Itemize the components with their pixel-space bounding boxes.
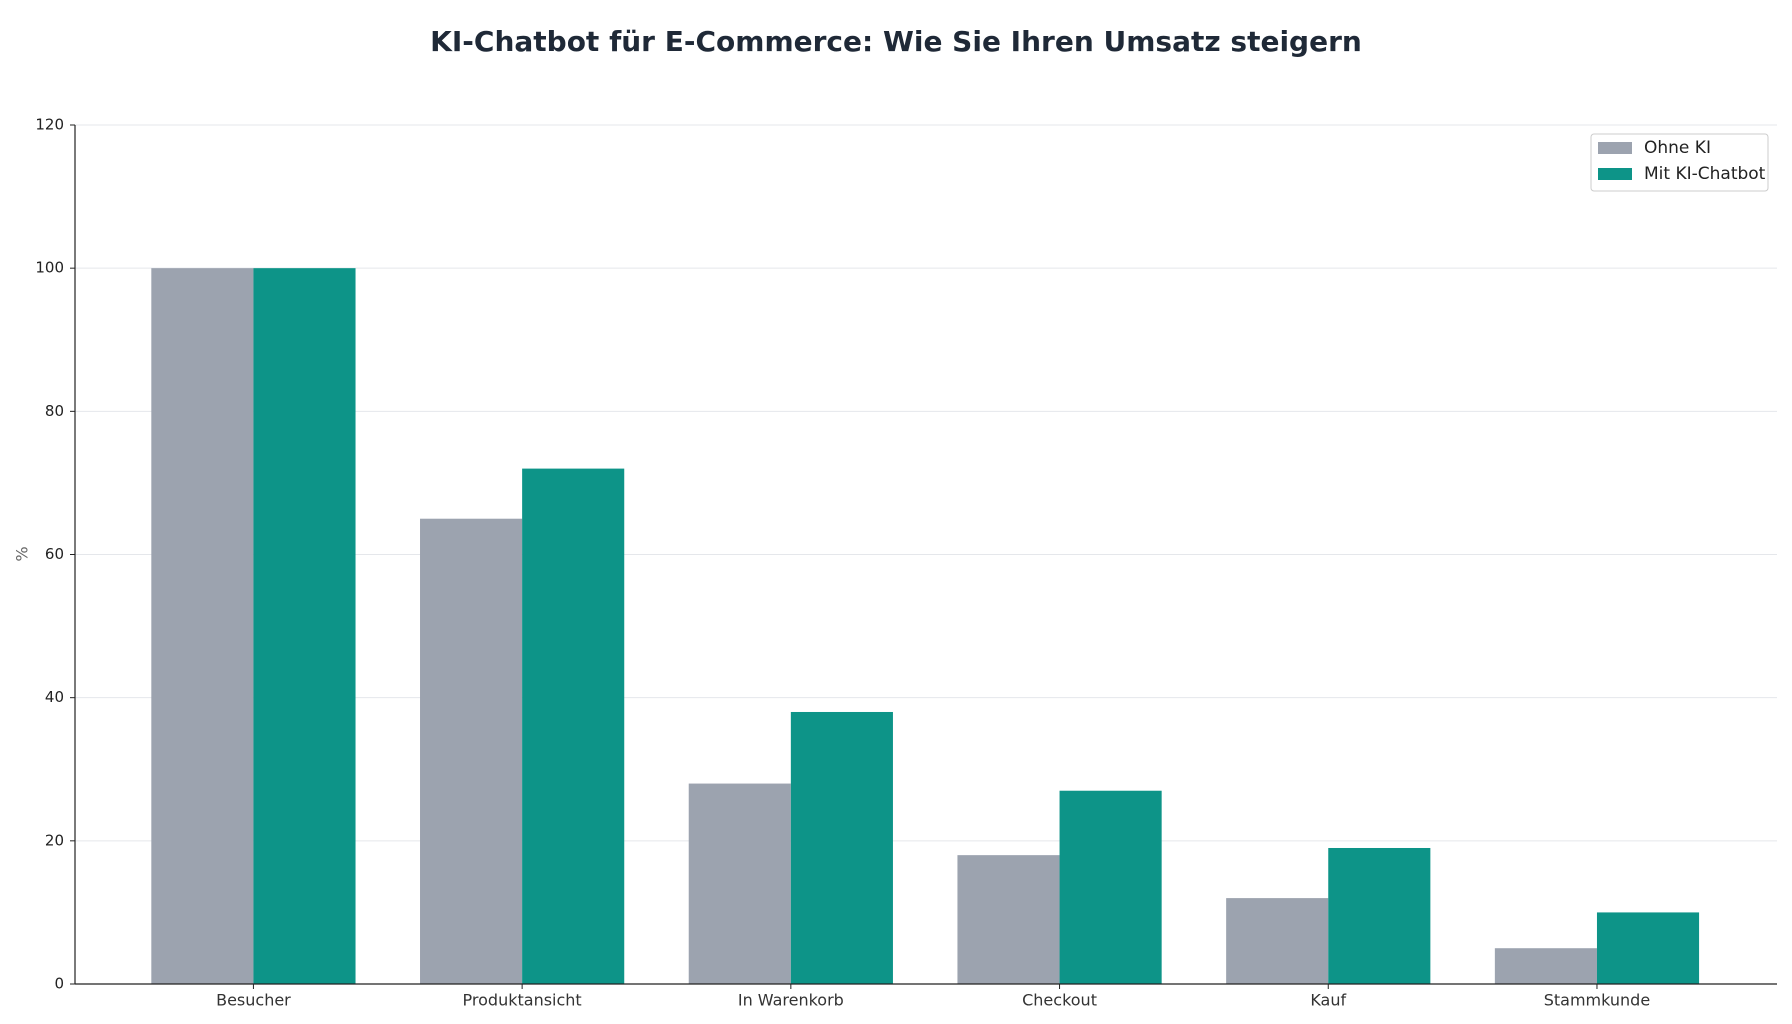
x-tick-label: Besucher bbox=[216, 991, 291, 1010]
y-tick-label: 100 bbox=[35, 259, 64, 277]
x-tick-label: Checkout bbox=[1022, 991, 1097, 1010]
x-tick-label: Kauf bbox=[1310, 991, 1346, 1010]
legend-frame bbox=[1590, 133, 1769, 192]
bar bbox=[420, 518, 523, 984]
chart-title: KI-Chatbot für E-Commerce: Wie Sie Ihren… bbox=[430, 25, 1362, 58]
bar bbox=[522, 468, 625, 985]
bar bbox=[253, 268, 356, 985]
bar bbox=[1596, 912, 1700, 984]
bar bbox=[151, 268, 254, 985]
legend: Ohne KI Mit KI-Chatbot bbox=[1590, 133, 1769, 192]
x-tick-label: Produktansicht bbox=[463, 991, 582, 1010]
x-tick-label: In Warenkorb bbox=[738, 991, 844, 1010]
bar bbox=[1328, 847, 1431, 984]
y-tick-label: 60 bbox=[45, 545, 64, 563]
y-axis-label: % bbox=[13, 546, 32, 561]
bar bbox=[790, 711, 893, 984]
bar bbox=[1059, 790, 1162, 984]
legend-label: Mit KI-Chatbot bbox=[1644, 164, 1766, 184]
legend-swatch bbox=[1598, 142, 1632, 154]
bar bbox=[688, 783, 791, 984]
x-tick-label: Stammkunde bbox=[1544, 991, 1650, 1010]
bar bbox=[1226, 898, 1329, 984]
y-tick-label: 120 bbox=[35, 116, 64, 134]
legend-swatch bbox=[1598, 168, 1632, 180]
legend-label: Ohne KI bbox=[1644, 138, 1711, 158]
bar bbox=[1494, 948, 1597, 984]
y-tick-label: 80 bbox=[45, 402, 64, 420]
y-tick-label: 0 bbox=[54, 975, 64, 993]
y-tick-label: 20 bbox=[45, 831, 64, 849]
y-tick-label: 40 bbox=[45, 688, 64, 706]
bar bbox=[957, 855, 1060, 984]
